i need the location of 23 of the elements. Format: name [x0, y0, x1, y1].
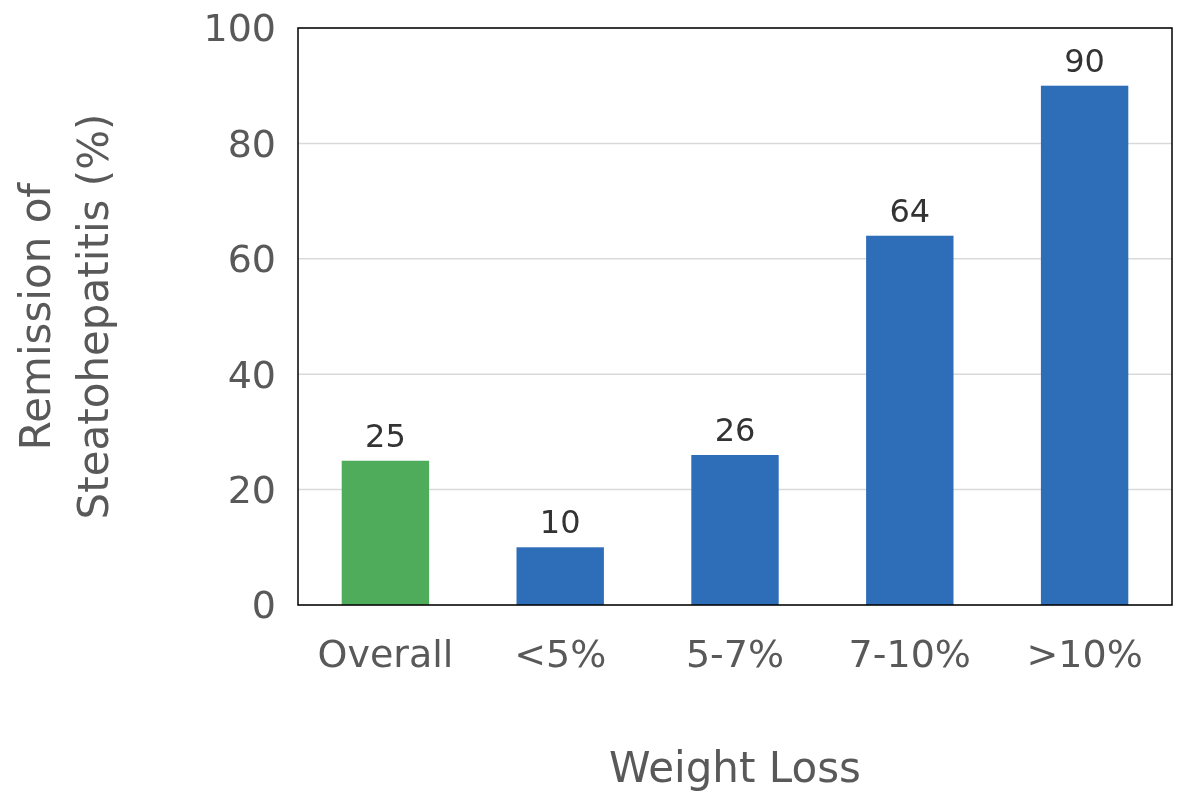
bar — [866, 235, 954, 605]
x-tick-label: 7-10% — [848, 632, 971, 676]
y-axis-title: Remission of Steatohepatitis (%) — [11, 113, 118, 520]
data-label: 25 — [365, 416, 406, 455]
y-tick-label: 60 — [227, 237, 276, 282]
data-label: 10 — [539, 503, 581, 542]
data-label: 64 — [889, 191, 931, 230]
x-tick-label: 5-7% — [685, 632, 785, 676]
data-label: 90 — [1064, 41, 1105, 80]
bar — [691, 454, 779, 605]
x-tick-label: >10% — [1026, 632, 1143, 676]
x-tick-label: <5% — [514, 632, 607, 676]
y-tick-label: 80 — [227, 121, 276, 166]
x-axis-title: Weight Loss — [609, 743, 861, 792]
y-tick-label: 100 — [203, 6, 276, 51]
y-tick-label: 0 — [251, 583, 276, 628]
bar — [341, 460, 430, 605]
x-tick-label: Overall — [317, 632, 454, 676]
data-label: 26 — [714, 410, 756, 449]
y-tick-label: 20 — [227, 467, 276, 512]
bar — [1040, 85, 1129, 605]
bar — [516, 547, 604, 605]
y-tick-label: 40 — [227, 352, 276, 397]
